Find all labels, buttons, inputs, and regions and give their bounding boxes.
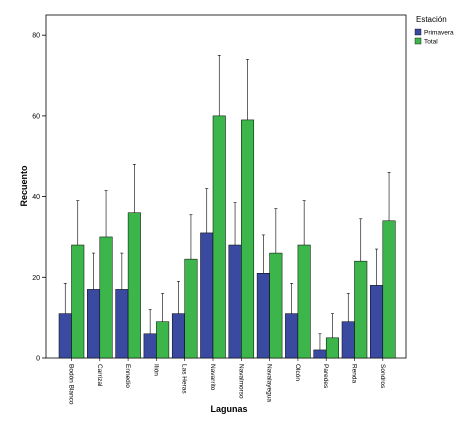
bar-total-bodon-blanco	[71, 244, 85, 359]
legend-label-total: Total	[424, 39, 438, 46]
bar-total-sondros	[382, 220, 396, 359]
legend: Estación Primavera Total	[414, 15, 454, 46]
x-tick-label-paredes: Paredes	[322, 364, 329, 389]
bar-total-paredes	[325, 337, 339, 359]
bar-primavera-carrizal	[87, 289, 101, 359]
x-tick-label-las-heras: Las Heras	[181, 364, 188, 394]
x-tick-label-carrizal: Carrizal	[96, 364, 103, 387]
x-axis: Bodón Blanco Carrizal Ennedio Ilión Las Hera…	[68, 358, 386, 405]
bar-primavera-navarrito	[200, 232, 214, 359]
x-tick-label-navalmorso: Navalmorso	[237, 364, 244, 399]
legend-label-primavera: Primavera	[424, 30, 454, 37]
bar-primavera-navalmorso	[228, 244, 242, 359]
y-tick-label: 60	[32, 113, 40, 120]
bar-primavera-las-heras	[171, 313, 185, 359]
legend-swatch-primavera	[414, 28, 422, 36]
x-tick-label-ennedio: Ennedio	[124, 364, 131, 388]
x-tick-label-navarrito: Navarrito	[209, 364, 216, 391]
y-axis-title: Recuento	[19, 165, 29, 207]
bar-primavera-ennedio	[115, 289, 129, 359]
x-tick-label-ilion: Ilión	[152, 364, 159, 376]
y-tick-label: 80	[32, 33, 40, 40]
x-axis-title: Lagunas	[210, 404, 247, 414]
y-tick-label: 20	[32, 275, 40, 282]
y-axis: 0 20 40 60 80	[32, 33, 46, 363]
error-bars	[63, 55, 391, 350]
bar-total-ennedio	[127, 212, 141, 359]
legend-swatch-total	[414, 37, 422, 45]
y-tick-label: 0	[36, 356, 40, 363]
bar-total-renda	[354, 260, 368, 359]
x-tick-label-sondros: Sondros	[379, 364, 386, 389]
x-tick-label-olcon: Olcón	[294, 364, 301, 381]
x-tick-label-navalayegua: Navalayegua	[266, 364, 273, 402]
bar-primavera-bodon-blanco	[58, 313, 72, 359]
bar-primavera-olcon	[285, 313, 299, 359]
bar-primavera-ilion	[143, 333, 157, 359]
bars	[58, 115, 396, 359]
bar-total-las-heras	[184, 258, 198, 359]
y-tick-label: 40	[32, 194, 40, 201]
bar-total-ilion	[156, 321, 170, 359]
bar-total-olcon	[297, 244, 311, 359]
bar-total-navarrito	[212, 115, 226, 359]
bar-total-navalmorso	[241, 119, 255, 359]
bar-primavera-paredes	[313, 349, 327, 359]
legend-title: Estación	[416, 15, 447, 24]
bar-primavera-renda	[341, 321, 355, 359]
bar-total-carrizal	[99, 236, 113, 359]
bar-primavera-sondros	[370, 285, 384, 359]
bar-primavera-navalayegua	[256, 273, 270, 359]
x-tick-label-bodon-blanco: Bodón Blanco	[68, 364, 75, 405]
plot-area	[45, 14, 407, 359]
x-tick-label-renda: Renda	[351, 364, 358, 384]
bar-total-navalayegua	[269, 252, 283, 359]
